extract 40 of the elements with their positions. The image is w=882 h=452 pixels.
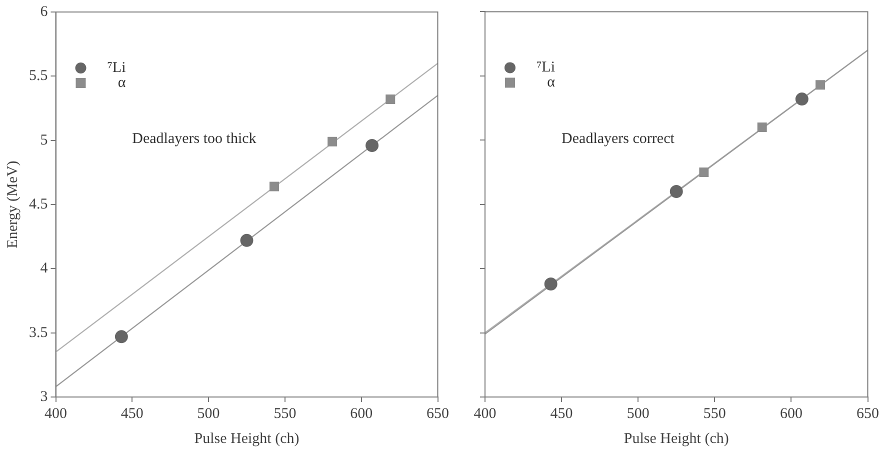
y-tick-label: 4.5 xyxy=(29,196,48,212)
annotation: Deadlayers too thick xyxy=(132,130,257,147)
x-tick-label: 500 xyxy=(197,406,220,422)
x-tick-label: 450 xyxy=(550,406,573,422)
annotation: Deadlayers correct xyxy=(562,130,676,147)
point xyxy=(114,330,128,344)
x-tick-label: 400 xyxy=(44,406,67,422)
y-tick-label: 3.5 xyxy=(29,324,48,341)
y-tick-label: 3 xyxy=(40,388,48,405)
y-axis-title: Energy (MeV) xyxy=(4,160,21,248)
x-tick-label: 600 xyxy=(780,406,802,422)
point xyxy=(544,277,558,290)
x-tick-label: 550 xyxy=(703,406,726,422)
y-tick-label: 5 xyxy=(40,132,48,148)
point xyxy=(386,94,396,104)
point xyxy=(699,168,709,177)
point xyxy=(816,80,826,90)
x-tick-label: 500 xyxy=(626,406,650,422)
point xyxy=(795,92,808,106)
point xyxy=(328,136,338,146)
point xyxy=(757,122,767,132)
x-tick-label: 450 xyxy=(120,406,144,422)
point xyxy=(270,182,279,192)
y-tick-label: 6 xyxy=(40,4,48,20)
legend-label: α xyxy=(118,74,126,91)
point xyxy=(240,234,254,247)
x-tick-label: 650 xyxy=(856,406,879,422)
x-tick-label: 550 xyxy=(274,406,296,422)
legend-label: ⁷Li xyxy=(107,60,126,76)
point xyxy=(670,185,683,198)
x-tick-label: 400 xyxy=(474,406,496,422)
y-tick-label: 5.5 xyxy=(29,68,48,84)
x-axis-title: Pulse Height (ch) xyxy=(624,430,729,447)
legend-label: α xyxy=(547,74,556,91)
x-axis-title: Pulse Height (ch) xyxy=(194,430,300,447)
x-tick-label: 650 xyxy=(426,406,449,422)
point xyxy=(366,138,379,152)
x-tick-label: 600 xyxy=(350,406,373,422)
y-tick-label: 4 xyxy=(40,260,48,277)
legend-label: ⁷Li xyxy=(536,60,555,76)
